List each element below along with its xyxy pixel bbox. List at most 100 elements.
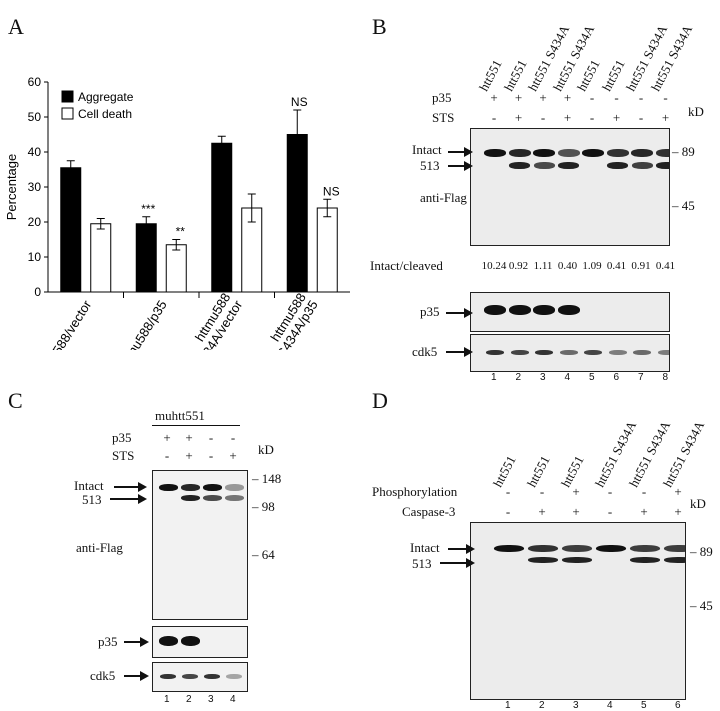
c-513-arrow-line (110, 498, 140, 500)
c-sts-sign: - (208, 448, 214, 463)
d-intact-band (494, 545, 524, 552)
d-casp-sign: + (640, 504, 648, 519)
d-phos-sign: - (505, 484, 511, 499)
b-cdk5-band (584, 350, 602, 355)
b-513-band (631, 162, 653, 169)
d-phos-sign: - (607, 484, 613, 499)
b-intact-band (533, 149, 555, 157)
c-513-band (224, 495, 244, 501)
b-cdk5-band (535, 350, 553, 355)
b-p35-arrow-line (446, 312, 466, 314)
b-sts-sign: - (491, 110, 497, 125)
c-p35-sign: - (230, 430, 236, 445)
d-lane-number: 2 (539, 700, 545, 711)
b-ratio-value: 0.92 (508, 260, 529, 272)
d-lane-number: 5 (641, 700, 647, 711)
b-marker-89: – 89 (672, 144, 695, 159)
d-513-label: 513 (412, 556, 432, 571)
b-sts-sign: - (540, 110, 546, 125)
bar (90, 223, 112, 293)
c-main-blot (152, 470, 248, 620)
d-intact-arrow-line (448, 548, 468, 550)
d-casp-sign: - (505, 504, 511, 519)
c-antibody-label: anti-Flag (76, 540, 123, 555)
b-lane-header: htt551 (500, 57, 530, 94)
y-axis-label: Percentage (4, 154, 19, 221)
d-513-arrow-icon (466, 558, 475, 568)
b-513-band (656, 162, 669, 169)
d-casp-sign: + (674, 504, 682, 519)
c-p35-sign: + (185, 430, 193, 445)
b-lane-number: 3 (540, 372, 546, 383)
b-lane-number: 4 (564, 372, 571, 383)
b-sts-sign: + (563, 110, 572, 125)
c-marker-148: – 148 (252, 471, 282, 486)
c-cdk5-arrow-line (124, 675, 142, 677)
c-cdk5-arrow-icon (140, 671, 149, 681)
b-kd-label: kD (688, 104, 704, 119)
b-intact-arrow-icon (464, 147, 473, 157)
b-p35-sign: - (614, 90, 619, 105)
b-intact-band (631, 149, 653, 157)
d-lane-number: 3 (573, 700, 579, 711)
c-cdk5-band (226, 674, 242, 679)
b-intact-label: Intact (412, 142, 442, 157)
c-intact-label: Intact (74, 478, 104, 493)
c-cdk5-blot (152, 662, 248, 692)
c-cdk5-band (182, 674, 198, 679)
b-p35-sign: + (490, 90, 498, 105)
b-lane-number: 7 (638, 372, 644, 383)
d-marker-45: – 45 (690, 598, 713, 613)
d-513-band (630, 557, 660, 563)
d-phos-sign: + (674, 484, 682, 499)
d-lane-number: 1 (505, 700, 511, 711)
d-intact-band (596, 545, 626, 552)
c-lane-number: 4 (230, 694, 236, 705)
c-p35-band (158, 636, 178, 646)
significance-label: ** (176, 225, 186, 239)
d-casp-sign: + (538, 504, 546, 519)
b-intact-band (582, 149, 604, 157)
c-intact-band (224, 484, 244, 491)
b-marker-45: – 45 (672, 198, 695, 213)
b-ratio-label: Intact/cleaved (370, 258, 443, 273)
b-sts-sign: + (514, 110, 523, 125)
d-main-blot (470, 522, 686, 700)
b-p35-blot (470, 292, 670, 332)
c-group-label: muhtt551 (155, 408, 205, 423)
b-p35-sign: + (539, 90, 547, 105)
b-cdk5-band (486, 350, 504, 355)
bar (316, 207, 338, 293)
c-p35-sign: + (163, 430, 171, 445)
b-sts-sign: + (612, 110, 621, 125)
c-cdk5-band (204, 674, 220, 679)
c-intact-band (158, 484, 178, 491)
bar (165, 244, 187, 293)
d-phos-sign: - (641, 484, 647, 499)
c-lane-number: 3 (208, 694, 214, 705)
d-phos-row-label: Phosphorylation (372, 484, 458, 499)
legend-entry: Cell death (78, 107, 132, 121)
b-cdk5-arrow-line (446, 351, 466, 353)
c-sts-sign: - (164, 448, 170, 463)
b-p35-sign: - (638, 90, 644, 105)
c-kd-label: kD (258, 442, 274, 457)
category-label-line: httmu588/p35 (115, 298, 170, 350)
b-sts-sign: + (661, 110, 670, 125)
legend-entry: Aggregate (78, 90, 134, 104)
b-lane-number: 8 (662, 372, 669, 383)
panel-b-label: B (372, 14, 387, 39)
significance-label: *** (141, 202, 155, 216)
b-intact-band (655, 149, 669, 157)
y-tick-label: 20 (28, 215, 42, 229)
b-513-band (607, 162, 628, 169)
b-ratio-value: 0.41 (606, 260, 627, 272)
b-p35-band (557, 305, 580, 315)
b-p35-band (508, 305, 531, 315)
b-ratio-value: 0.40 (557, 260, 578, 272)
c-p35-blot (152, 626, 248, 658)
b-p35-row-label: p35 (432, 90, 452, 105)
c-cdk5-label: cdk5 (90, 668, 116, 683)
c-sts-sign: + (185, 448, 193, 463)
y-tick-label: 60 (28, 75, 42, 89)
